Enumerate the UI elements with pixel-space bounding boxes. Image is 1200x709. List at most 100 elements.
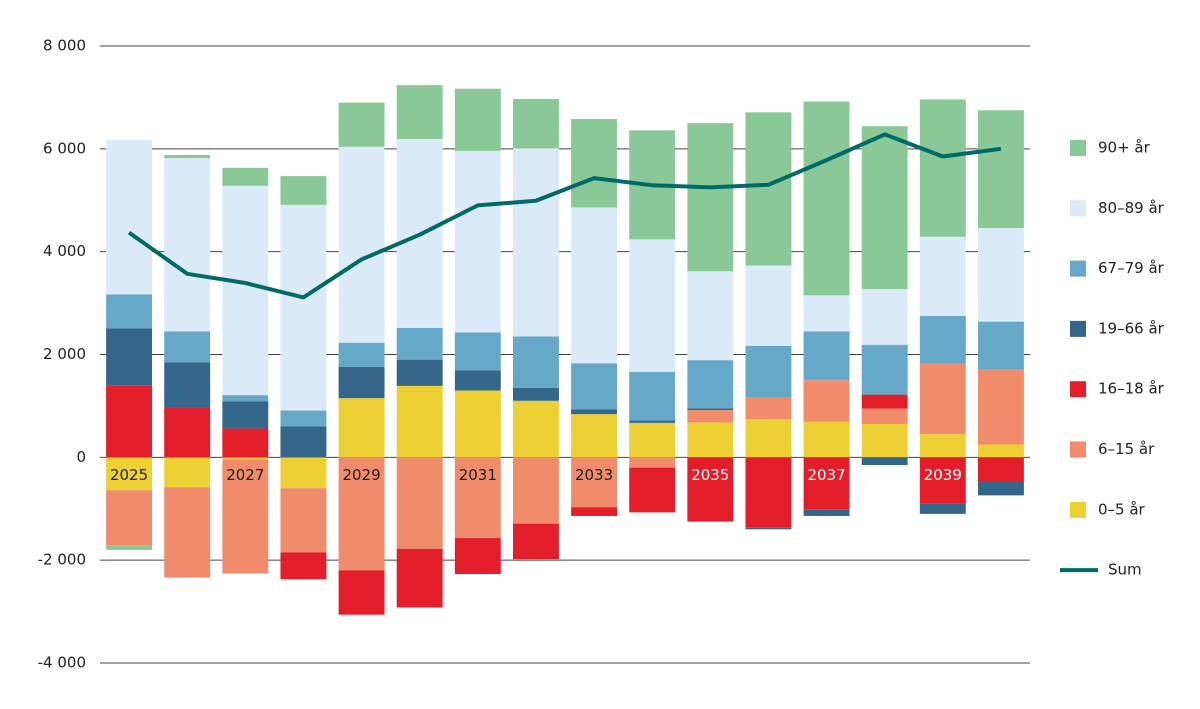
x-tick-label: 2031 bbox=[459, 466, 497, 484]
legend-label: 80–89 år bbox=[1098, 199, 1165, 217]
bar-segment bbox=[280, 457, 327, 489]
x-tick-label: 2037 bbox=[807, 466, 845, 484]
bar-segment bbox=[861, 423, 908, 458]
bar-segment bbox=[164, 362, 211, 408]
bar-segment bbox=[977, 481, 1024, 496]
bar-segment bbox=[454, 88, 501, 151]
bar-segment bbox=[571, 414, 618, 458]
bar-segment bbox=[977, 369, 1024, 445]
legend-label: 19–66 år bbox=[1098, 319, 1165, 337]
bar-segment bbox=[106, 328, 153, 386]
bar-segment bbox=[106, 385, 153, 458]
bar-segment bbox=[919, 99, 966, 237]
bar-segment bbox=[745, 345, 792, 398]
bar-segment bbox=[571, 119, 618, 208]
bar-segment bbox=[222, 457, 269, 460]
bar-segment bbox=[919, 457, 966, 504]
bar-segment bbox=[512, 400, 559, 458]
bar-segment bbox=[222, 167, 269, 186]
bar-segment bbox=[803, 295, 850, 332]
bar-segment bbox=[977, 444, 1024, 458]
bar-segment bbox=[629, 420, 676, 423]
y-tick-label: 4 000 bbox=[43, 242, 86, 260]
bar-segment bbox=[687, 408, 734, 411]
bar-segment bbox=[164, 331, 211, 363]
legend-label: 16–18 år bbox=[1098, 380, 1165, 398]
bar-segment bbox=[454, 370, 501, 391]
bar-segment bbox=[803, 380, 850, 422]
legend-label: 67–79 år bbox=[1098, 259, 1165, 277]
bar-segment bbox=[512, 336, 559, 388]
legend-label: 90+ år bbox=[1098, 139, 1151, 157]
x-tick-label: 2039 bbox=[924, 466, 962, 484]
legend-label: 6–15 år bbox=[1098, 440, 1155, 458]
bar-segment bbox=[222, 459, 269, 574]
bar-segment bbox=[280, 426, 327, 458]
bar-segment bbox=[338, 102, 385, 147]
bar-segment bbox=[396, 85, 443, 140]
overlay: 2025 2027 2029 2031 2033 2035 2037 2039 bbox=[110, 132, 1002, 484]
bars bbox=[106, 85, 1024, 615]
bar-segment bbox=[396, 359, 443, 386]
bar-segment bbox=[803, 457, 850, 510]
bar-segment bbox=[454, 390, 501, 458]
bar-segment bbox=[803, 331, 850, 381]
bar-segment bbox=[745, 457, 792, 528]
bar-segment bbox=[280, 204, 327, 411]
bar-segment bbox=[164, 155, 211, 159]
bar-segment bbox=[164, 487, 211, 578]
bar-segment bbox=[977, 228, 1024, 322]
bar-segment bbox=[571, 507, 618, 516]
y-tick-label: 8 000 bbox=[43, 37, 86, 55]
bar-segment bbox=[106, 545, 153, 550]
bar-segment bbox=[629, 239, 676, 372]
legend-swatch bbox=[1070, 501, 1086, 518]
x-tick-label: 2033 bbox=[575, 466, 613, 484]
legend-swatch bbox=[1070, 140, 1086, 156]
legend-swatch bbox=[1070, 260, 1086, 277]
bar-segment bbox=[687, 410, 734, 423]
bar-segment bbox=[861, 457, 908, 466]
bar-segment bbox=[861, 394, 908, 409]
bar-segment bbox=[977, 457, 1024, 482]
legend-swatch bbox=[1070, 200, 1086, 217]
bar-segment bbox=[803, 101, 850, 296]
bar-segment bbox=[919, 363, 966, 435]
legend-swatch bbox=[1070, 441, 1086, 458]
bar-segment bbox=[164, 407, 211, 458]
bar-segment bbox=[687, 271, 734, 361]
line bbox=[127, 132, 1002, 300]
bar-segment bbox=[512, 387, 559, 401]
bar-segment bbox=[919, 236, 966, 316]
bar-segment bbox=[222, 401, 269, 429]
y-tick-label: -2 000 bbox=[38, 551, 86, 569]
bar-segment bbox=[106, 294, 153, 329]
y-tick-label: 0 bbox=[76, 448, 86, 466]
bar-segment bbox=[687, 123, 734, 272]
legend-label: Sum bbox=[1108, 561, 1142, 579]
bar-segment bbox=[454, 538, 501, 575]
bar-segment bbox=[454, 332, 501, 371]
bar-segment bbox=[106, 457, 153, 491]
bar-segment bbox=[977, 110, 1024, 229]
bar-segment bbox=[280, 410, 327, 427]
bar-segment bbox=[396, 327, 443, 360]
bar-segment bbox=[745, 265, 792, 346]
bar-segment bbox=[745, 397, 792, 420]
bar-segment bbox=[919, 434, 966, 458]
bar-segment bbox=[919, 315, 966, 364]
y-tick-label: 6 000 bbox=[43, 139, 86, 157]
y-tick-label: -4 000 bbox=[38, 654, 86, 672]
bar-segment bbox=[861, 408, 908, 424]
bar-segment bbox=[106, 140, 153, 295]
bar-segment bbox=[512, 148, 559, 337]
bar-segment bbox=[338, 570, 385, 615]
bar-segment bbox=[629, 467, 676, 513]
bar-segment bbox=[861, 126, 908, 290]
bar-segment bbox=[745, 527, 792, 530]
bar-segment bbox=[919, 503, 966, 514]
bar-segment bbox=[164, 457, 211, 488]
bar-segment bbox=[222, 185, 269, 396]
bar-segment bbox=[629, 371, 676, 421]
